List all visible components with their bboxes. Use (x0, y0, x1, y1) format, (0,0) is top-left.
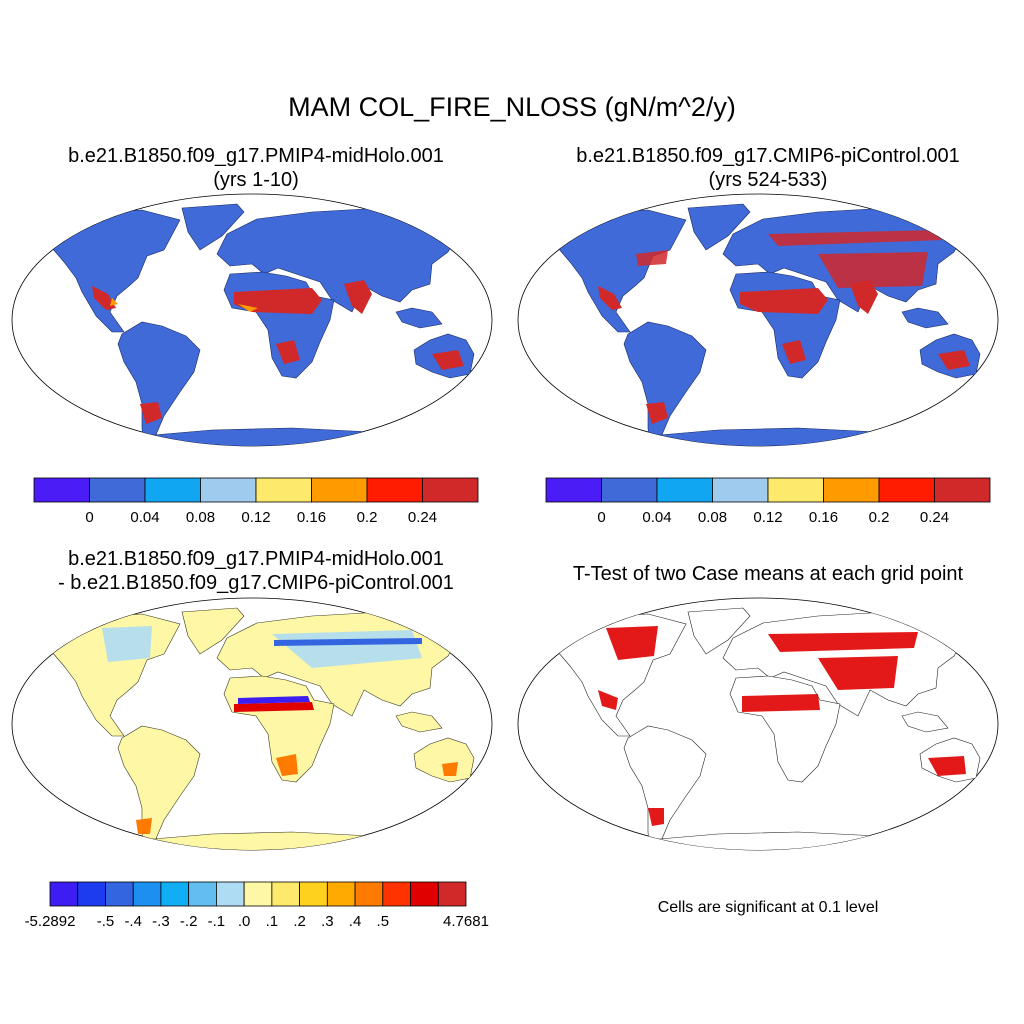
colorbar-abs-right-swatch (601, 477, 658, 503)
colorbar-diff-tick-label: 4.7681 (443, 913, 489, 930)
colorbar-diff-tick-label: .5 (377, 913, 390, 930)
colorbar-diff-tick-label: .3 (321, 913, 334, 930)
main-title: MAM COL_FIRE_NLOSS (gN/m^2/y) (288, 92, 736, 122)
colorbar-abs-left-swatch (144, 477, 201, 503)
panel4-significant-cells (598, 626, 966, 826)
colorbar-diff-tick-label: -.3 (152, 913, 170, 930)
panel2-title-line1: b.e21.B1850.f09_g17.CMIP6-piControl.001 (576, 145, 960, 167)
colorbar-diff-swatch (271, 881, 301, 907)
colorbar-diff-tick-label: -5.2892 (25, 913, 76, 930)
colorbar-diff-tick-label: .0 (238, 913, 251, 930)
colorbar-diff-tick-label: .2 (293, 913, 306, 930)
colorbar-diff-tick-label: .4 (349, 913, 362, 930)
colorbar-abs-left-tick-label: 0.08 (186, 509, 215, 526)
panel1-title: b.e21.B1850.f09_g17.PMIP4-midHolo.001 (y… (6, 144, 506, 192)
colorbar-abs-left-tick-label: 0 (85, 509, 93, 526)
colorbar-abs-left-tick-label: 0.16 (297, 509, 326, 526)
panel3-title-line2: - b.e21.B1850.f09_g17.CMIP6-piControl.00… (58, 572, 454, 594)
colorbar-abs-left-swatch (33, 477, 90, 503)
colorbar-diff-swatch (437, 881, 467, 907)
panel4-title-line1: T-Test of two Case means at each grid po… (572, 563, 964, 585)
colorbar-diff-tick-label: -.4 (124, 913, 142, 930)
colorbar-abs-right-swatch (823, 477, 880, 503)
panel1-map (11, 193, 493, 447)
colorbar-diff-swatch (243, 881, 273, 907)
colorbar-abs-left-swatch (200, 477, 257, 503)
colorbar-diff: -5.2892 -.5 -.4 -.3 -.2 -.1 .0 .1 .2 .3 .4 .5 4.7681 (25, 881, 489, 930)
colorbar-abs-right-tick-label: 0.16 (809, 509, 838, 526)
colorbar-diff-tick-label: -.5 (97, 913, 115, 930)
colorbar-abs-right-tick-label: 0.04 (642, 509, 671, 526)
colorbar-diff-swatch (188, 881, 217, 907)
colorbar-diff-swatch (105, 881, 134, 907)
panel1-title-line1: b.e21.B1850.f09_g17.PMIP4-midHolo.001 (68, 145, 444, 167)
panel3-title-line1: b.e21.B1850.f09_g17.PMIP4-midHolo.001 (68, 548, 444, 570)
colorbar-abs-left-tick-label: 0.12 (241, 509, 270, 526)
colorbar-diff-swatch (49, 881, 79, 907)
colorbar-abs-left-swatch (89, 477, 146, 503)
colorbar-abs-left-tick-label: 0.2 (357, 509, 378, 526)
colorbar-diff-swatch (410, 881, 439, 907)
colorbar-abs-left-swatch (366, 477, 423, 503)
panel1-title-line2: (yrs 1-10) (213, 169, 299, 191)
colorbar-abs-left-swatch (422, 477, 479, 503)
colorbar-diff-swatch (354, 881, 384, 907)
colorbar-diff-tick-label: -.2 (180, 913, 198, 930)
colorbar-abs-left-swatch (255, 477, 312, 503)
panel2-title: b.e21.B1850.f09_g17.CMIP6-piControl.001 … (518, 144, 1018, 192)
panel3-map (11, 597, 493, 851)
colorbar-abs-left: 0 0.04 0.08 0.12 0.16 0.2 0.24 (33, 477, 479, 526)
colorbar-abs-right-swatch (767, 477, 824, 503)
significance-note: Cells are significant at 0.1 level (657, 899, 879, 916)
colorbar-abs-right: 0 0.04 0.08 0.12 0.16 0.2 0.24 (545, 477, 991, 526)
colorbar-abs-right-tick-label: 0.12 (753, 509, 782, 526)
colorbar-abs-left-swatch (311, 477, 368, 503)
colorbar-abs-right-tick-label: 0.24 (920, 509, 949, 526)
panel4-map (517, 597, 999, 851)
colorbar-abs-right-swatch (712, 477, 769, 503)
colorbar-abs-right-swatch (545, 477, 602, 503)
colorbar-abs-right-swatch (934, 477, 991, 503)
colorbar-abs-right-tick-label: 0 (597, 509, 605, 526)
panel3-title: b.e21.B1850.f09_g17.PMIP4-midHolo.001 - … (6, 547, 506, 595)
colorbar-abs-right-swatch (878, 477, 935, 503)
colorbar-abs-right-tick-label: 0.08 (698, 509, 727, 526)
colorbar-diff-swatch (326, 881, 356, 907)
colorbar-diff-swatch (215, 881, 245, 907)
colorbar-abs-left-tick-label: 0.04 (130, 509, 159, 526)
colorbar-diff-tick-label: .1 (266, 913, 279, 930)
panel2-map (517, 193, 999, 447)
colorbar-diff-swatch (299, 881, 328, 907)
colorbar-diff-tick-label: -.1 (208, 913, 226, 930)
panel2-title-line2: (yrs 524-533) (708, 169, 828, 191)
colorbar-diff-swatch (160, 881, 190, 907)
colorbar-abs-right-tick-label: 0.2 (869, 509, 890, 526)
colorbar-abs-left-tick-label: 0.24 (408, 509, 437, 526)
colorbar-abs-right-swatch (656, 477, 713, 503)
panel4-title: T-Test of two Case means at each grid po… (518, 562, 1018, 586)
colorbar-diff-swatch (132, 881, 162, 907)
colorbar-diff-swatch (77, 881, 106, 907)
colorbar-diff-swatch (382, 881, 411, 907)
